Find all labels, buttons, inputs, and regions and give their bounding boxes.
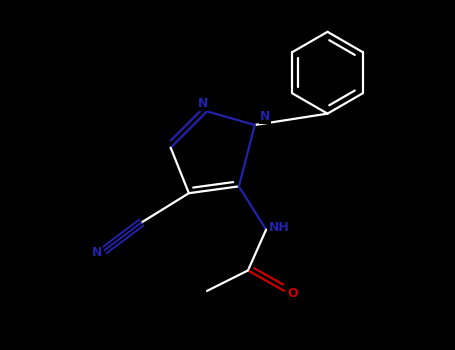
Text: N: N (198, 97, 208, 110)
Text: N: N (260, 110, 270, 123)
Text: O: O (287, 287, 298, 300)
Text: N: N (91, 246, 102, 259)
Text: NH: NH (268, 221, 289, 234)
